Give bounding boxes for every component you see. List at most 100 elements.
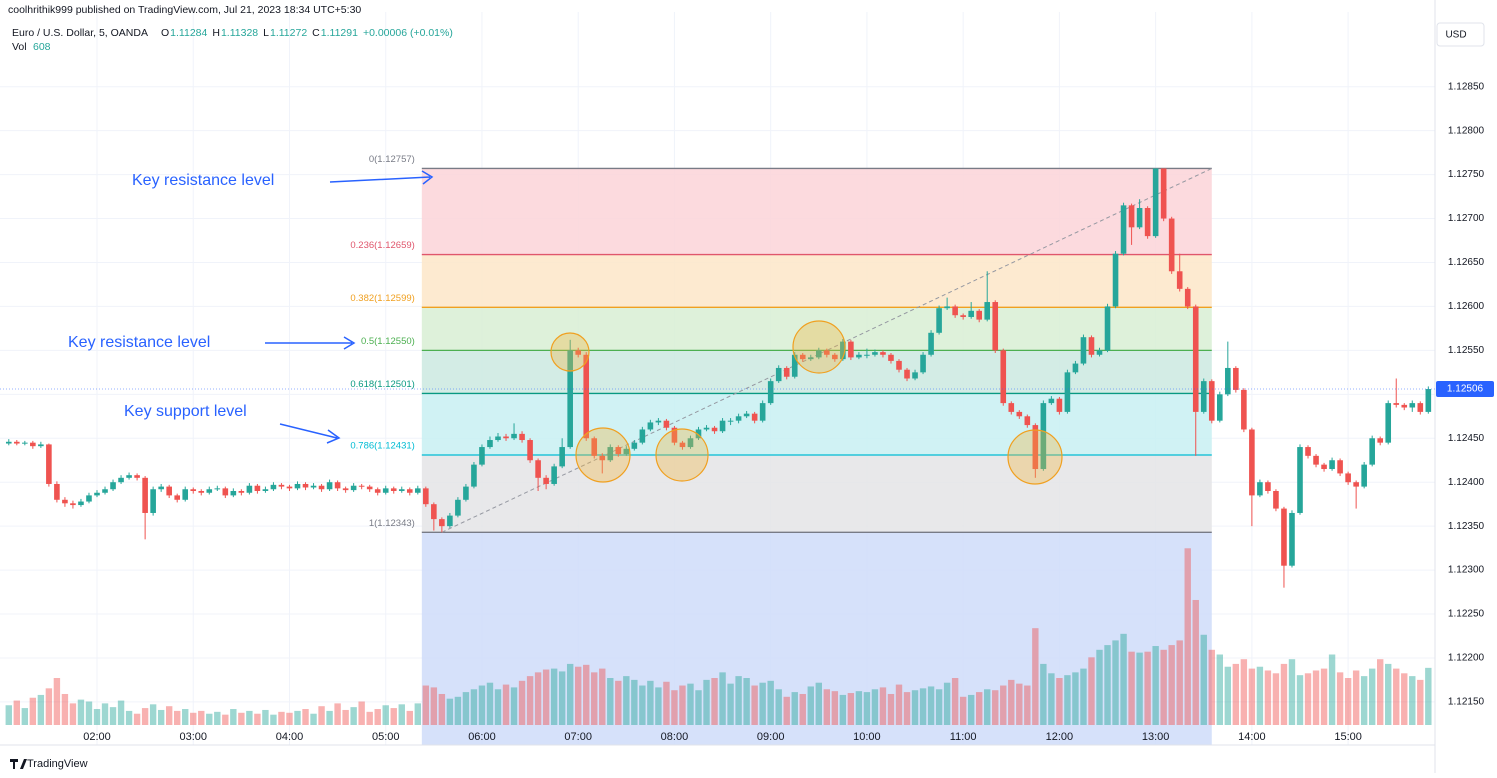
highlight-circle — [575, 427, 631, 483]
candle-body — [767, 381, 774, 404]
candle-body — [1305, 447, 1311, 456]
volume-bar — [1280, 663, 1288, 725]
candle-body — [70, 503, 76, 506]
volume-bar — [591, 672, 598, 725]
fib-label: 1(1.12343) — [369, 518, 415, 529]
volume-bar — [1176, 640, 1183, 725]
candle-body — [503, 436, 509, 439]
annotation-arrow — [265, 336, 356, 350]
candle-body — [358, 485, 365, 487]
candle-body — [960, 315, 966, 317]
candle-body — [711, 427, 718, 432]
highlight-circle — [655, 428, 709, 482]
volume-bar — [542, 669, 550, 725]
y-tick-label: 1.12300 — [1448, 565, 1485, 576]
candle-body — [519, 433, 525, 441]
fib-band — [421, 168, 1212, 255]
candle-body — [1112, 253, 1119, 307]
candle-body — [671, 427, 678, 443]
candle-body — [1048, 398, 1055, 404]
volume-bar — [101, 703, 109, 725]
candle-body — [888, 354, 894, 361]
candle-body — [1313, 455, 1319, 465]
candle-body — [663, 420, 670, 428]
candle-body — [824, 350, 830, 355]
candle-body — [471, 464, 477, 487]
volume-bar — [583, 664, 590, 725]
volume-bar — [855, 691, 863, 725]
fib-label: 0.236(1.12659) — [350, 240, 414, 251]
change: +0.00006 (+0.01%) — [363, 27, 453, 39]
volume-bar — [984, 689, 991, 725]
volume-bar — [294, 710, 301, 725]
volume-bar — [478, 685, 486, 725]
volume-bar — [1168, 645, 1175, 725]
candle-body — [703, 427, 710, 430]
volume-bar — [1064, 675, 1071, 725]
volume-bar — [735, 676, 742, 725]
fib-band — [421, 254, 1212, 308]
volume-bar — [1128, 651, 1135, 725]
volume-bar — [743, 678, 750, 725]
volume-bar — [1248, 668, 1256, 725]
y-tick-label: 1.12550 — [1448, 345, 1485, 356]
volume-bar — [615, 680, 622, 725]
volume-bar — [951, 678, 959, 725]
candle-body — [318, 485, 325, 490]
candle-body — [1345, 473, 1351, 483]
candle-body — [86, 495, 92, 502]
y-tick-label: 1.12750 — [1448, 169, 1485, 180]
candle-body — [1409, 403, 1416, 408]
candle-body — [1393, 403, 1400, 405]
candle-body — [198, 490, 205, 493]
volume-bar — [1200, 634, 1207, 725]
volume-bar — [1352, 670, 1360, 725]
candle-body — [182, 489, 189, 500]
volume-bar — [149, 704, 157, 725]
ohlc-key: C — [312, 27, 320, 39]
volume-bar — [350, 707, 357, 725]
volume-bar — [775, 689, 782, 725]
candle-body — [623, 448, 630, 455]
volume-bar — [1184, 548, 1191, 725]
volume-bar — [446, 698, 454, 725]
volume-bar — [37, 694, 45, 725]
candle-body — [1208, 381, 1215, 421]
candle-body — [896, 360, 902, 370]
candle-body — [775, 367, 782, 382]
candle-body — [543, 477, 549, 484]
candle-body — [575, 350, 581, 355]
volume-bar — [1032, 628, 1039, 725]
volume-bar — [1008, 679, 1015, 725]
volume-bar — [1425, 667, 1432, 725]
candle-body — [174, 495, 180, 500]
volume-bar — [310, 713, 317, 725]
candle-body — [246, 485, 253, 493]
candle-body — [655, 420, 662, 423]
volume-bar — [1072, 672, 1079, 725]
volume-bar — [1240, 659, 1248, 725]
candle-body — [390, 488, 397, 491]
candle-body — [190, 489, 197, 491]
volume-bar — [575, 666, 582, 725]
candle-body — [567, 350, 573, 448]
candle-body — [1329, 460, 1335, 470]
volume-bar — [863, 692, 871, 725]
currency-box[interactable] — [1436, 22, 1485, 47]
y-tick-label: 1.12800 — [1448, 125, 1485, 136]
volume-bar — [783, 696, 790, 725]
volume-bar — [1152, 646, 1159, 725]
volume-bar — [831, 691, 839, 725]
candle-body — [615, 447, 622, 455]
volume-bar — [879, 687, 887, 725]
volume-bar — [1232, 663, 1240, 725]
ohlc-value: 1.11272 — [270, 27, 307, 39]
volume-bar — [1360, 676, 1368, 725]
y-tick-label: 1.12600 — [1448, 301, 1485, 312]
volume-bar — [334, 703, 341, 725]
candle-body — [952, 306, 958, 316]
candle-body — [1361, 464, 1367, 487]
volume-bar — [1264, 670, 1272, 725]
candle-body — [880, 352, 886, 355]
volume-bar — [887, 693, 895, 725]
